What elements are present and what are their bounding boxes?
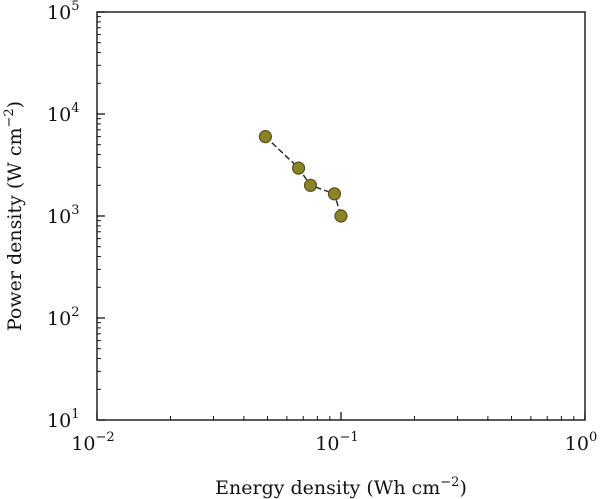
series-layer bbox=[258, 130, 348, 223]
minor-ticks bbox=[97, 16, 575, 420]
x-tick-label: 10−1 bbox=[315, 430, 358, 455]
x-axis-ticks: 10−2 10−1 100 bbox=[71, 412, 597, 455]
series-line bbox=[264, 136, 342, 217]
y-tick-label: 103 bbox=[47, 203, 79, 228]
data-point bbox=[327, 187, 342, 201]
data-point bbox=[258, 130, 273, 144]
data-point bbox=[334, 209, 348, 223]
data-point bbox=[291, 161, 306, 175]
x-axis-label: Energy density (Wh cm−2) bbox=[215, 475, 467, 499]
x-tick-label: 100 bbox=[565, 430, 597, 455]
x-tick-label: 10−2 bbox=[71, 430, 114, 455]
y-axis-ticks: 101 102 103 104 105 bbox=[47, 0, 105, 432]
y-tick-label: 104 bbox=[47, 101, 79, 126]
y-tick-label: 105 bbox=[47, 0, 79, 24]
y-tick-label: 102 bbox=[47, 305, 79, 330]
y-axis-label: Power density (W cm−2) bbox=[2, 101, 26, 331]
data-point bbox=[303, 178, 318, 192]
y-tick-label: 101 bbox=[47, 407, 79, 432]
